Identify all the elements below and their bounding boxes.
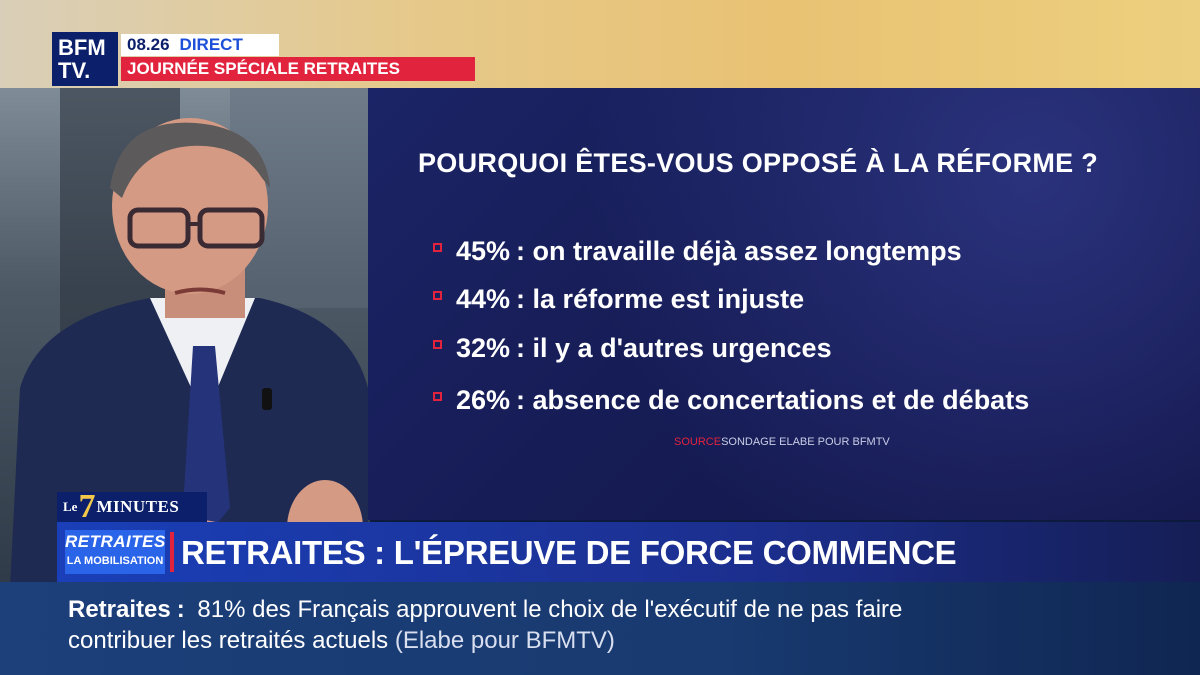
segment-le: Le bbox=[63, 499, 78, 514]
segment-seven: 7 bbox=[78, 488, 96, 525]
bullet-square-icon bbox=[433, 392, 442, 401]
poll-reason-item: 45% : on travaille déjà assez longtemps bbox=[433, 231, 962, 271]
poll-reason-text: : la réforme est injuste bbox=[516, 283, 805, 314]
poll-reason-percent: 32% bbox=[456, 332, 511, 363]
poll-reason-text: : absence de concertations et de débats bbox=[516, 384, 1030, 415]
poll-reason-item: 44% : la réforme est injuste bbox=[433, 279, 805, 319]
poll-question-title: POURQUOI ÊTES-VOUS OPPOSÉ À LA RÉFORME ? bbox=[418, 148, 1099, 178]
ticker-message: Retraites: 81% des Français approuvent l… bbox=[68, 594, 988, 656]
segment-minutes: MINUTES bbox=[96, 497, 180, 516]
live-time-badge: 08.26 DIRECT bbox=[121, 34, 279, 56]
logo-word: RETRAITES bbox=[65, 532, 166, 551]
bullet-square-icon bbox=[433, 243, 442, 252]
poll-reason-text: : il y a d'autres urgences bbox=[516, 332, 832, 363]
source-text: SONDAGE ELABE POUR BFMTV bbox=[721, 436, 890, 448]
retraites-mobilisation-logo: RETRAITES LA MOBILISATION bbox=[65, 530, 165, 574]
bfmtv-logo: BFM TV. bbox=[52, 32, 118, 86]
poll-graphic-panel: POURQUOI ÊTES-VOUS OPPOSÉ À LA RÉFORME ?… bbox=[368, 88, 1200, 520]
headline-text: RETRAITES : L'ÉPREUVE DE FORCE COMMENCE bbox=[181, 534, 957, 571]
clock-time: 08.26 bbox=[127, 35, 170, 54]
ticker-label: Retraites bbox=[68, 596, 171, 623]
logo-subtitle: LA MOBILISATION bbox=[66, 555, 164, 567]
poll-reason-percent: 45% bbox=[456, 235, 511, 266]
news-ticker: Retraites: 81% des Français approuvent l… bbox=[0, 582, 1200, 675]
bullet-square-icon bbox=[433, 340, 442, 349]
bullet-square-icon bbox=[433, 291, 442, 300]
special-program-banner: JOURNÉE SPÉCIALE RETRAITES bbox=[121, 57, 475, 81]
poll-reason-percent: 44% bbox=[456, 283, 511, 314]
headline-bar: RETRAITES LA MOBILISATION RETRAITES : L'… bbox=[57, 522, 1200, 582]
ticker-body: 81% des Français approuvent le choix de … bbox=[68, 596, 903, 654]
poll-reason-text: : on travaille déjà assez longtemps bbox=[516, 235, 962, 266]
source-label: SOURCE bbox=[674, 436, 722, 448]
logo-line: TV. bbox=[58, 58, 91, 83]
ticker-colon: : bbox=[176, 596, 185, 623]
ticker-source: (Elabe pour BFMTV) bbox=[394, 627, 615, 654]
segment-tag: Le 7 MINUTES bbox=[57, 488, 207, 525]
poll-source: SOURCESONDAGE ELABE POUR BFMTV bbox=[674, 436, 890, 448]
logo-line: BFM bbox=[58, 35, 106, 60]
poll-reason-percent: 26% bbox=[456, 384, 511, 415]
headline-divider bbox=[170, 532, 174, 572]
poll-reason-item: 32% : il y a d'autres urgences bbox=[433, 328, 832, 368]
live-label: DIRECT bbox=[179, 35, 243, 54]
poll-reason-item: 26% : absence de concertations et de déb… bbox=[433, 380, 1030, 420]
